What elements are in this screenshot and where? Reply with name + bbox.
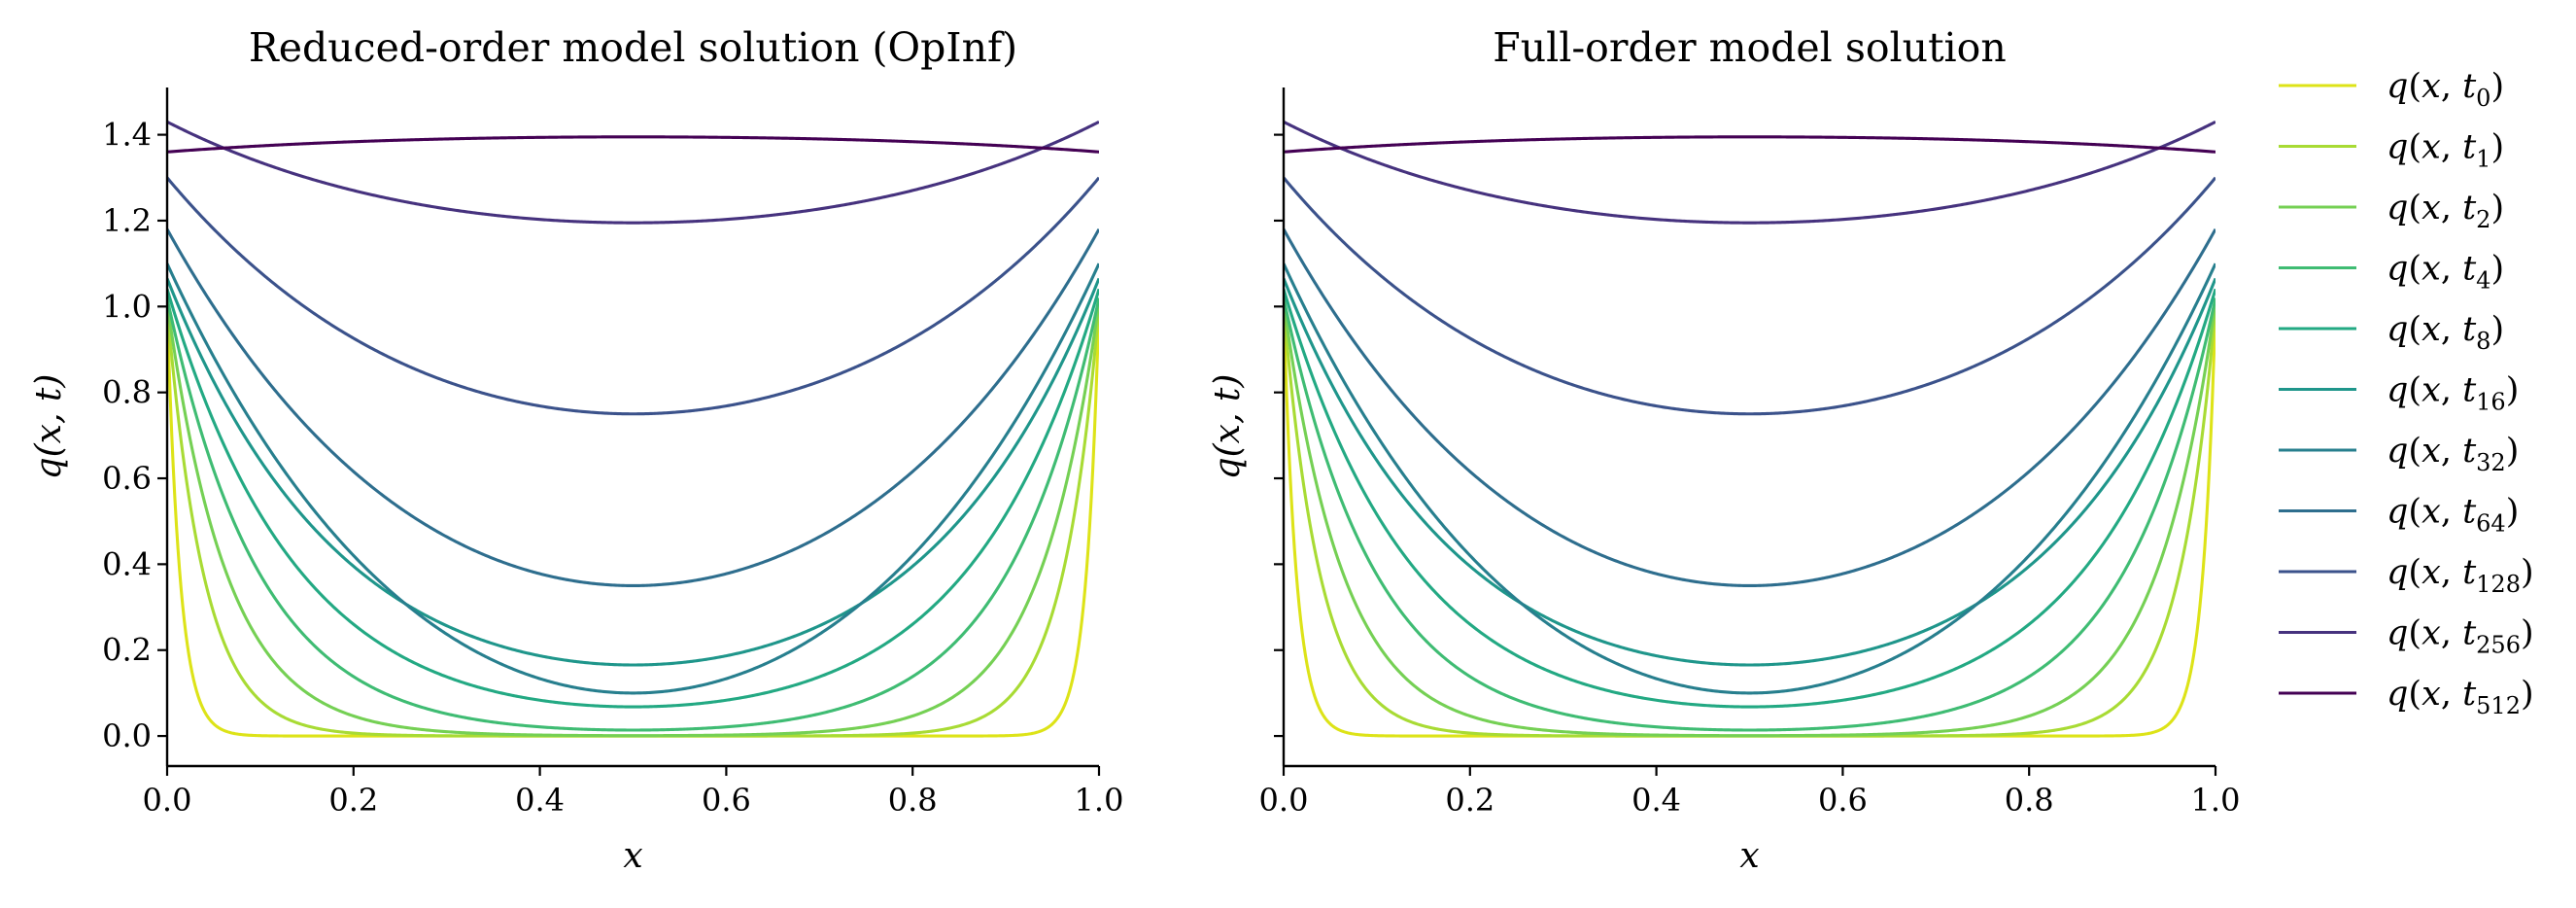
y-tick-label: 1.0 — [102, 288, 152, 325]
x-tick-label: 0.0 — [143, 782, 192, 819]
legend-label-64: q(x, t64) — [2387, 493, 2519, 538]
legend-label-32: q(x, t32) — [2387, 432, 2519, 476]
x-tick-label: 0.4 — [1631, 782, 1681, 819]
legend-label-512: q(x, t512) — [2387, 675, 2534, 719]
fom-panel: Full-order model solution 0.0 0.2 0.4 0.6 0.8… — [1208, 24, 2240, 876]
y-tick-label: 0.2 — [102, 632, 152, 669]
series-line-32 — [1284, 262, 2215, 695]
chart-title: Full-order model solution — [1493, 24, 2007, 71]
x-tick-label: 0.2 — [1445, 782, 1494, 819]
x-tick-label: 0.8 — [888, 782, 938, 819]
series-line-32 — [167, 262, 1099, 695]
x-axis-label: x — [1739, 836, 1759, 876]
series-line-128 — [167, 176, 1099, 416]
series-line-4 — [1284, 297, 2215, 732]
y-axis-label: q(x, t) — [1208, 374, 1248, 480]
y-tick-label: 0.0 — [102, 717, 152, 754]
y-tick-label: 0.4 — [102, 545, 152, 582]
x-tick-label: 1.0 — [2191, 782, 2241, 819]
curves — [167, 120, 1099, 738]
x-tick-label: 0.8 — [2005, 782, 2054, 819]
x-tick-label: 0.0 — [1259, 782, 1309, 819]
x-tick-label: 0.2 — [328, 782, 378, 819]
x-tick-label: 0.6 — [702, 782, 751, 819]
legend-label-128: q(x, t128) — [2387, 553, 2534, 598]
legend-label-0: q(x, t0) — [2387, 67, 2504, 112]
legend-label-8: q(x, t8) — [2387, 310, 2504, 355]
y-axis-label: q(x, t) — [29, 374, 69, 480]
series-line-16 — [167, 277, 1099, 667]
series-line-64 — [167, 228, 1099, 588]
y-tick-label: 0.6 — [102, 460, 152, 497]
series-line-512 — [167, 135, 1099, 154]
y-tick-label: 0.8 — [102, 374, 152, 411]
legend-label-1: q(x, t1) — [2387, 128, 2504, 173]
y-tick-label: 1.4 — [102, 117, 152, 154]
rom-panel: Reduced-order model solution (OpInf) 0.0 0… — [29, 24, 1123, 876]
series-line-4 — [167, 297, 1099, 732]
series-line-256 — [167, 120, 1099, 225]
legend-label-16: q(x, t16) — [2387, 371, 2519, 416]
legend-label-256: q(x, t256) — [2387, 614, 2534, 659]
series-line-2 — [167, 301, 1099, 738]
series-line-64 — [1284, 228, 2215, 588]
legend-label-4: q(x, t4) — [2387, 250, 2504, 295]
series-line-512 — [1284, 135, 2215, 154]
legend: q(x, t0) q(x, t1) q(x, t2) q(x, t4) q(x, t8)… — [2279, 67, 2534, 719]
chart-title: Reduced-order model solution (OpInf) — [249, 24, 1017, 71]
x-tick-label: 1.0 — [1075, 782, 1124, 819]
curves — [1284, 120, 2215, 738]
series-line-8 — [167, 288, 1099, 709]
x-tick-label: 0.4 — [515, 782, 565, 819]
series-line-8 — [1284, 288, 2215, 709]
series-line-16 — [1284, 277, 2215, 667]
x-axis-label: x — [623, 836, 642, 876]
y-tick-label: 1.2 — [102, 202, 152, 239]
series-line-256 — [1284, 120, 2215, 225]
x-tick-label: 0.6 — [1818, 782, 1868, 819]
legend-label-2: q(x, t2) — [2387, 189, 2504, 233]
series-line-2 — [1284, 301, 2215, 738]
series-line-128 — [1284, 176, 2215, 416]
